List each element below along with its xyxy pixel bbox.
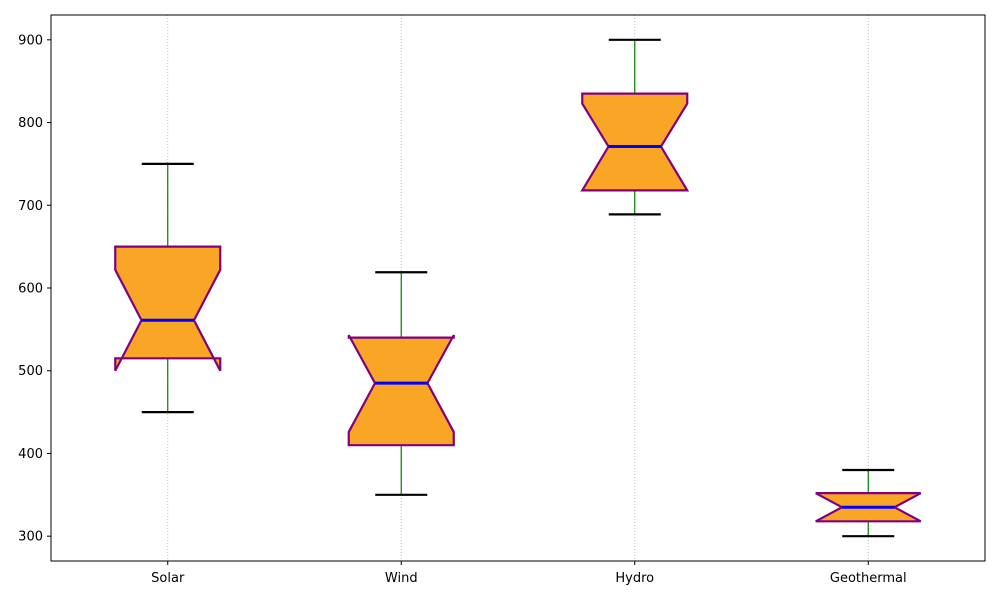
grid-lines bbox=[167, 15, 869, 561]
box-solar bbox=[114, 162, 222, 414]
x-tick-label: Geothermal bbox=[830, 571, 907, 586]
box-geothermal bbox=[815, 468, 922, 538]
y-tick-label: 400 bbox=[18, 447, 43, 462]
x-tick-label: Solar bbox=[151, 571, 185, 586]
x-tick-label: Wind bbox=[385, 571, 418, 586]
box-body bbox=[114, 245, 222, 372]
y-tick-label: 300 bbox=[18, 530, 43, 545]
box-wind bbox=[347, 271, 455, 496]
y-tick-label: 800 bbox=[18, 116, 43, 131]
box-body bbox=[347, 334, 455, 447]
x-axis: Solar Wind Hydro Geothermal bbox=[151, 561, 907, 586]
x-tick-label: Hydro bbox=[615, 571, 654, 586]
boxes bbox=[114, 38, 922, 538]
y-tick-label: 900 bbox=[18, 33, 43, 48]
y-axis: 300 400 500 600 700 800 900 bbox=[18, 33, 51, 545]
box-body bbox=[580, 92, 690, 192]
y-tick-label: 600 bbox=[18, 282, 43, 297]
y-tick-label: 500 bbox=[18, 364, 43, 379]
y-tick-label: 700 bbox=[18, 199, 43, 214]
box-hydro bbox=[580, 38, 690, 216]
